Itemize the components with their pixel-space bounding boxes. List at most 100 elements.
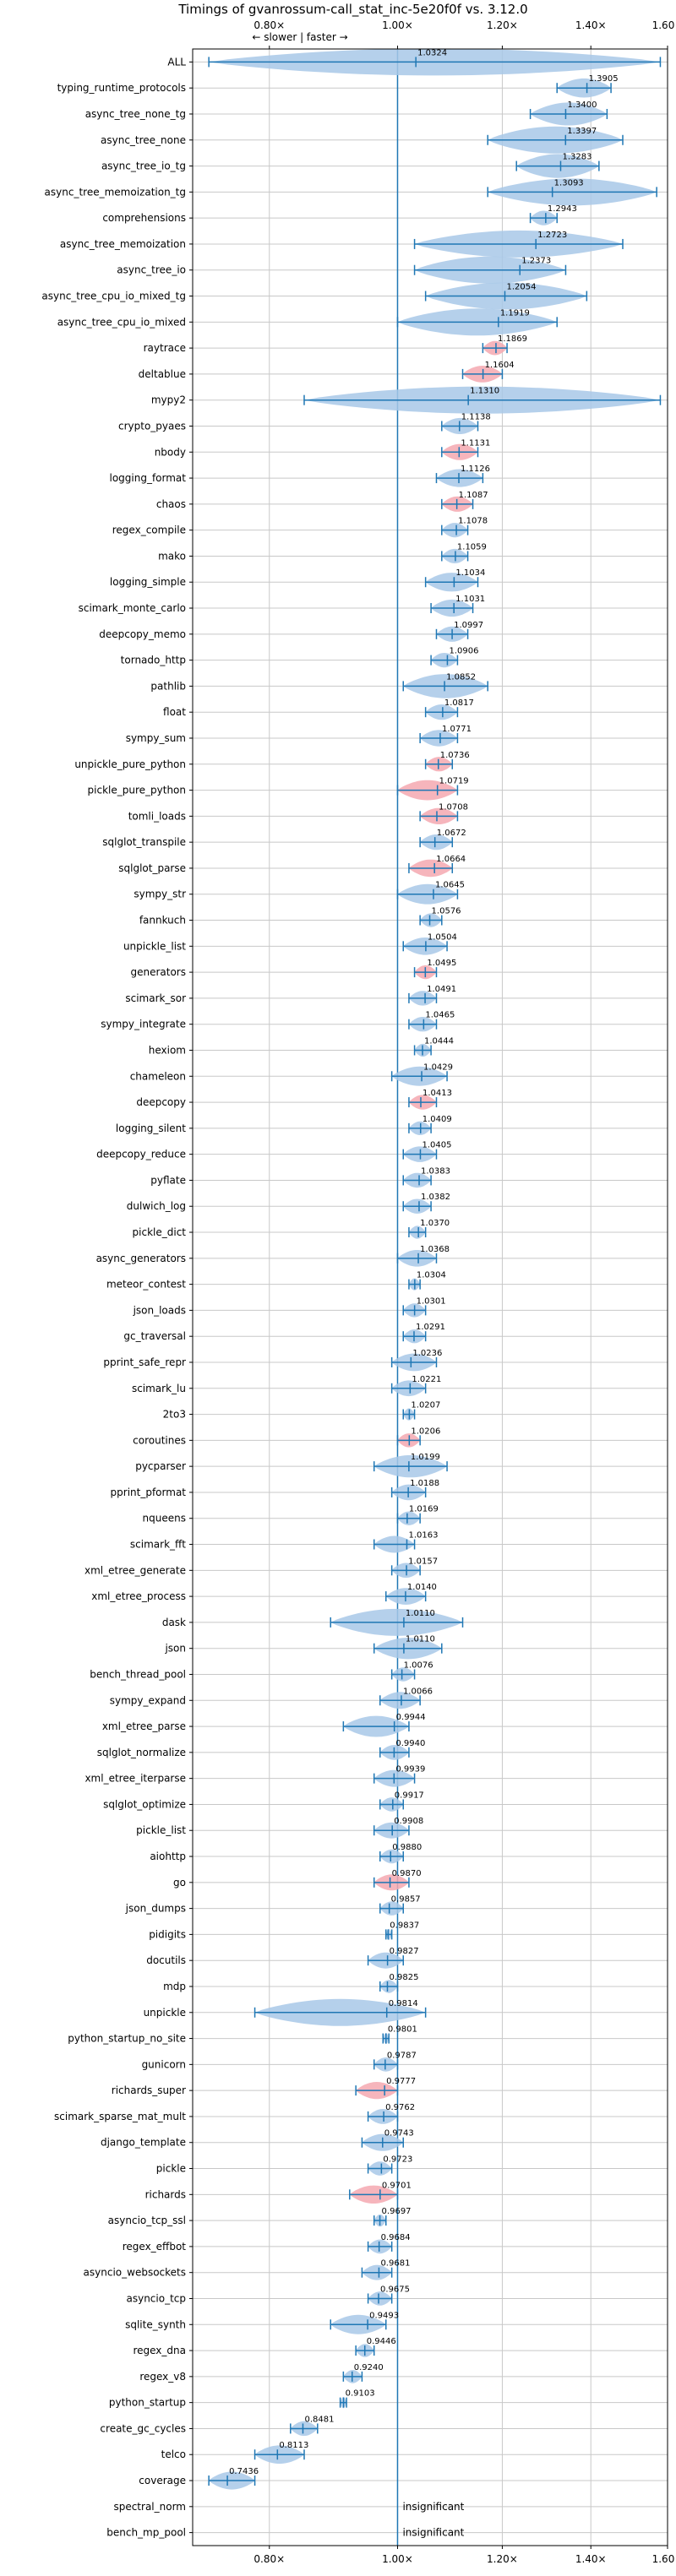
value-label: 1.0672 (437, 829, 466, 838)
value-label: 1.0110 (406, 1635, 435, 1644)
value-label: 0.9103 (346, 2389, 375, 2399)
value-label: 0.9801 (388, 2025, 417, 2035)
benchmark-label: sqlglot_normalize (97, 1747, 186, 1758)
benchmark-label: gc_traversal (123, 1330, 186, 1342)
benchmark-label: unpickle (144, 2007, 186, 2019)
benchmark-label: django_template (101, 2137, 186, 2149)
value-label: 1.0304 (417, 1271, 446, 1280)
benchmark-label: sqlglot_transpile (102, 836, 186, 848)
benchmark-label: aiohttp (150, 1850, 186, 1862)
value-label: 1.0221 (412, 1375, 441, 1384)
benchmark-label: nbody (155, 446, 186, 458)
value-label: 1.2373 (521, 257, 551, 266)
benchmark-label: asyncio_websockets (84, 2267, 186, 2279)
benchmark-label: deepcopy_memo (99, 628, 186, 640)
value-label: 1.0076 (404, 1660, 433, 1670)
bottom-axis-ticks: 0.80× 1.00× 1.20× 1.40× 1.60× (254, 2546, 676, 2565)
value-label: 1.0413 (422, 1089, 452, 1098)
value-label: 1.3283 (562, 153, 592, 162)
insignificant-label: insignificant (402, 2501, 464, 2513)
value-label: 0.9697 (382, 2207, 412, 2216)
value-label: 0.9939 (395, 1765, 425, 1774)
value-label: 1.3905 (589, 74, 619, 84)
value-label: 0.9777 (386, 2077, 416, 2086)
value-label: 1.0370 (420, 1219, 450, 1228)
benchmark-label: scimark_fft (130, 1539, 186, 1551)
value-label: 1.0465 (425, 1011, 455, 1020)
value-label: 1.0664 (436, 855, 466, 864)
value-label: 0.9684 (381, 2233, 411, 2242)
benchmark-label: async_tree_io (117, 264, 186, 276)
value-label: 1.0429 (423, 1062, 453, 1072)
benchmark-label: pickle_list (136, 1824, 186, 1836)
top-axis-ticks: 0.80× 1.00× 1.20× 1.40× 1.60× (254, 19, 676, 49)
value-label: 0.9857 (391, 1895, 421, 1905)
insignificant-label: insignificant (402, 2527, 464, 2539)
value-label: 1.1059 (457, 542, 487, 552)
chart-marks: ALL typing_runtime_protocols async_tree_no… (41, 48, 662, 2546)
value-label: 0.9723 (383, 2155, 412, 2165)
benchmark-label: json_dumps (125, 1903, 186, 1915)
value-label: 1.3093 (554, 178, 584, 187)
value-label: 0.9493 (369, 2311, 399, 2320)
benchmark-label: telco (161, 2448, 186, 2460)
value-label: 0.9681 (380, 2259, 410, 2269)
benchmark-label: typing_runtime_protocols (57, 82, 186, 94)
value-label: 1.0291 (416, 1323, 445, 1332)
value-label: 1.0504 (428, 932, 457, 942)
value-label: 1.1138 (461, 412, 491, 421)
value-label: 0.9940 (395, 1739, 425, 1748)
value-label: 1.0906 (449, 647, 478, 656)
benchmark-label: regex_effbot (123, 2241, 187, 2253)
benchmark-label: sqlglot_optimize (103, 1798, 186, 1810)
value-label: 1.0383 (421, 1166, 450, 1176)
value-label: 0.9825 (389, 1973, 418, 1982)
value-label: 1.0206 (411, 1427, 440, 1436)
benchmark-label: pyflate (150, 1174, 186, 1186)
value-label: 1.0140 (407, 1583, 437, 1592)
value-label: 0.9837 (390, 1921, 419, 1930)
value-label: 1.0444 (424, 1036, 454, 1046)
plot-frame (192, 48, 668, 2546)
benchmark-label: coroutines (133, 1434, 186, 1446)
value-label: 1.0169 (409, 1505, 439, 1514)
value-label: 1.0576 (432, 907, 461, 916)
benchmark-label: deepcopy_reduce (96, 1149, 186, 1160)
benchmark-label: bench_thread_pool (90, 1668, 186, 1680)
benchmark-label: xml_etree_parse (102, 1720, 186, 1732)
benchmark-label: richards_super (112, 2084, 186, 2096)
benchmark-label: pprint_pformat (111, 1486, 187, 1498)
value-label: 0.9743 (384, 2129, 414, 2139)
value-label: 0.9944 (396, 1713, 426, 1722)
benchmark-label: regex_compile (112, 524, 186, 536)
benchmark-label: tornado_http (121, 655, 186, 666)
benchmark-label: unpickle_pure_python (74, 758, 186, 770)
x-tick-label: 1.20× (487, 19, 518, 31)
benchmark-label: docutils (146, 1954, 186, 1966)
x-tick-label: 1.00× (382, 2553, 413, 2565)
value-label: 1.0207 (411, 1401, 440, 1410)
benchmark-label: scimark_sor (125, 992, 186, 1004)
benchmark-label: async_tree_io_tg (101, 160, 186, 172)
value-label: 1.0163 (408, 1531, 438, 1541)
benchmark-label: asyncio_tcp_ssl (108, 2215, 186, 2226)
benchmark-label: tomli_loads (128, 810, 186, 822)
benchmark-label: comprehensions (102, 212, 186, 224)
benchmark-label: pidigits (149, 1928, 186, 1940)
benchmark-label: sqlite_synth (125, 2318, 186, 2330)
benchmark-label: meteor_contest (106, 1279, 186, 1291)
benchmark-label: async_tree_memoization_tg (45, 186, 186, 198)
value-label: 0.9446 (367, 2337, 396, 2346)
value-label: 1.0157 (408, 1557, 438, 1566)
value-label: 1.0491 (427, 985, 456, 994)
value-label: 1.1919 (500, 308, 530, 318)
benchmark-label: async_generators (96, 1253, 186, 1264)
value-label: 1.0188 (410, 1479, 439, 1488)
value-label: 1.2054 (506, 283, 536, 292)
benchmark-label: pickle_dict (133, 1226, 187, 1238)
value-label: 0.9762 (385, 2103, 415, 2112)
benchmark-label: async_tree_cpu_io_mixed (57, 316, 186, 328)
value-label: 0.9701 (382, 2181, 412, 2190)
value-label: 1.0708 (439, 802, 468, 812)
